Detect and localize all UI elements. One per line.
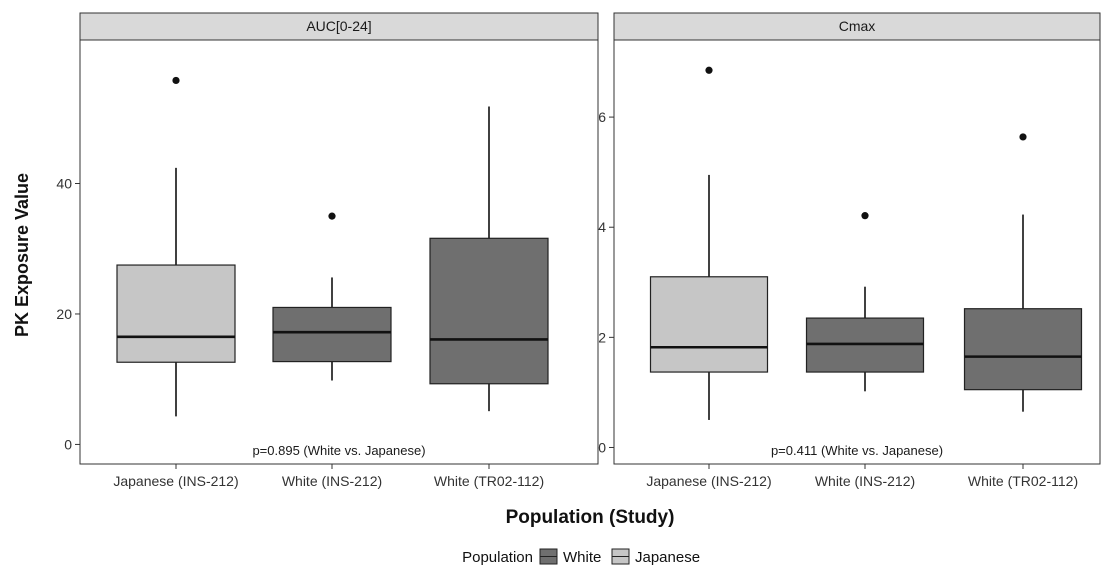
legend-label-white: White bbox=[563, 549, 601, 566]
annotation-pvalue-cmax: p=0.411 (White vs. Japanese) bbox=[771, 443, 943, 458]
box-iqr bbox=[963, 308, 1083, 391]
panel-cmax: Cmax p=0.411 (White vs. Japanese) bbox=[613, 12, 1101, 465]
box-auc-white-ins-212 bbox=[272, 212, 392, 381]
x-tick-label-cmax-white-ins-212: White (INS-212) bbox=[815, 473, 915, 489]
legend-label-japanese: Japanese bbox=[635, 549, 700, 566]
box-iqr bbox=[429, 237, 549, 385]
panel-marks-cmax bbox=[649, 66, 1083, 420]
outlier-point bbox=[1019, 133, 1027, 141]
panel-auc: AUC[0-24] p=0.895 (White vs. Japanese) bbox=[79, 12, 599, 465]
panel-title-cmax: Cmax bbox=[839, 18, 876, 34]
x-axis-title: Population (Study) bbox=[506, 507, 675, 528]
box-iqr bbox=[272, 306, 392, 363]
box-iqr bbox=[116, 264, 236, 363]
x-tick-label-cmax-white-tr02-112: White (TR02-112) bbox=[968, 473, 1078, 489]
panel-title-auc: AUC[0-24] bbox=[306, 18, 371, 34]
box-cmax-white-ins-212 bbox=[805, 212, 925, 392]
outlier-point bbox=[328, 212, 336, 220]
x-tick-label-auc-white-tr02-112: White (TR02-112) bbox=[434, 473, 544, 489]
outlier-point bbox=[172, 76, 180, 85]
box-cmax-white-tr02-112 bbox=[963, 133, 1083, 412]
y-tick-label-cmax-6: 6 bbox=[598, 109, 606, 125]
x-tick-label-auc-japanese-ins-212: Japanese (INS-212) bbox=[113, 473, 238, 489]
legend: Population White Japanese bbox=[462, 548, 700, 566]
panel-strip-auc bbox=[79, 12, 599, 41]
outlier-point bbox=[861, 212, 869, 220]
panel-strip-cmax bbox=[613, 12, 1101, 41]
y-tick-label-cmax-2: 2 bbox=[598, 329, 606, 345]
panel-frame-cmax bbox=[613, 39, 1101, 465]
y-tick-label-auc-40: 40 bbox=[56, 176, 72, 192]
y-tick-label-cmax-0: 0 bbox=[598, 439, 606, 455]
x-tick-label-auc-white-ins-212: White (INS-212) bbox=[282, 473, 382, 489]
legend-title: Population bbox=[462, 549, 533, 566]
panel-marks-auc bbox=[116, 76, 549, 417]
box-iqr bbox=[649, 276, 769, 373]
x-tick-label-cmax-japanese-ins-212: Japanese (INS-212) bbox=[646, 473, 771, 489]
outlier-point bbox=[705, 66, 713, 74]
y-axis-title: PK Exposure Value bbox=[12, 173, 32, 337]
y-tick-label-auc-0: 0 bbox=[64, 436, 72, 452]
box-auc-white-tr02-112 bbox=[429, 106, 549, 412]
box-cmax-japanese-ins-212 bbox=[649, 66, 769, 420]
y-tick-label-auc-20: 20 bbox=[56, 306, 72, 322]
box-auc-japanese-ins-212 bbox=[116, 76, 236, 417]
annotation-pvalue-auc: p=0.895 (White vs. Japanese) bbox=[252, 443, 425, 458]
y-tick-label-cmax-4: 4 bbox=[598, 219, 606, 235]
